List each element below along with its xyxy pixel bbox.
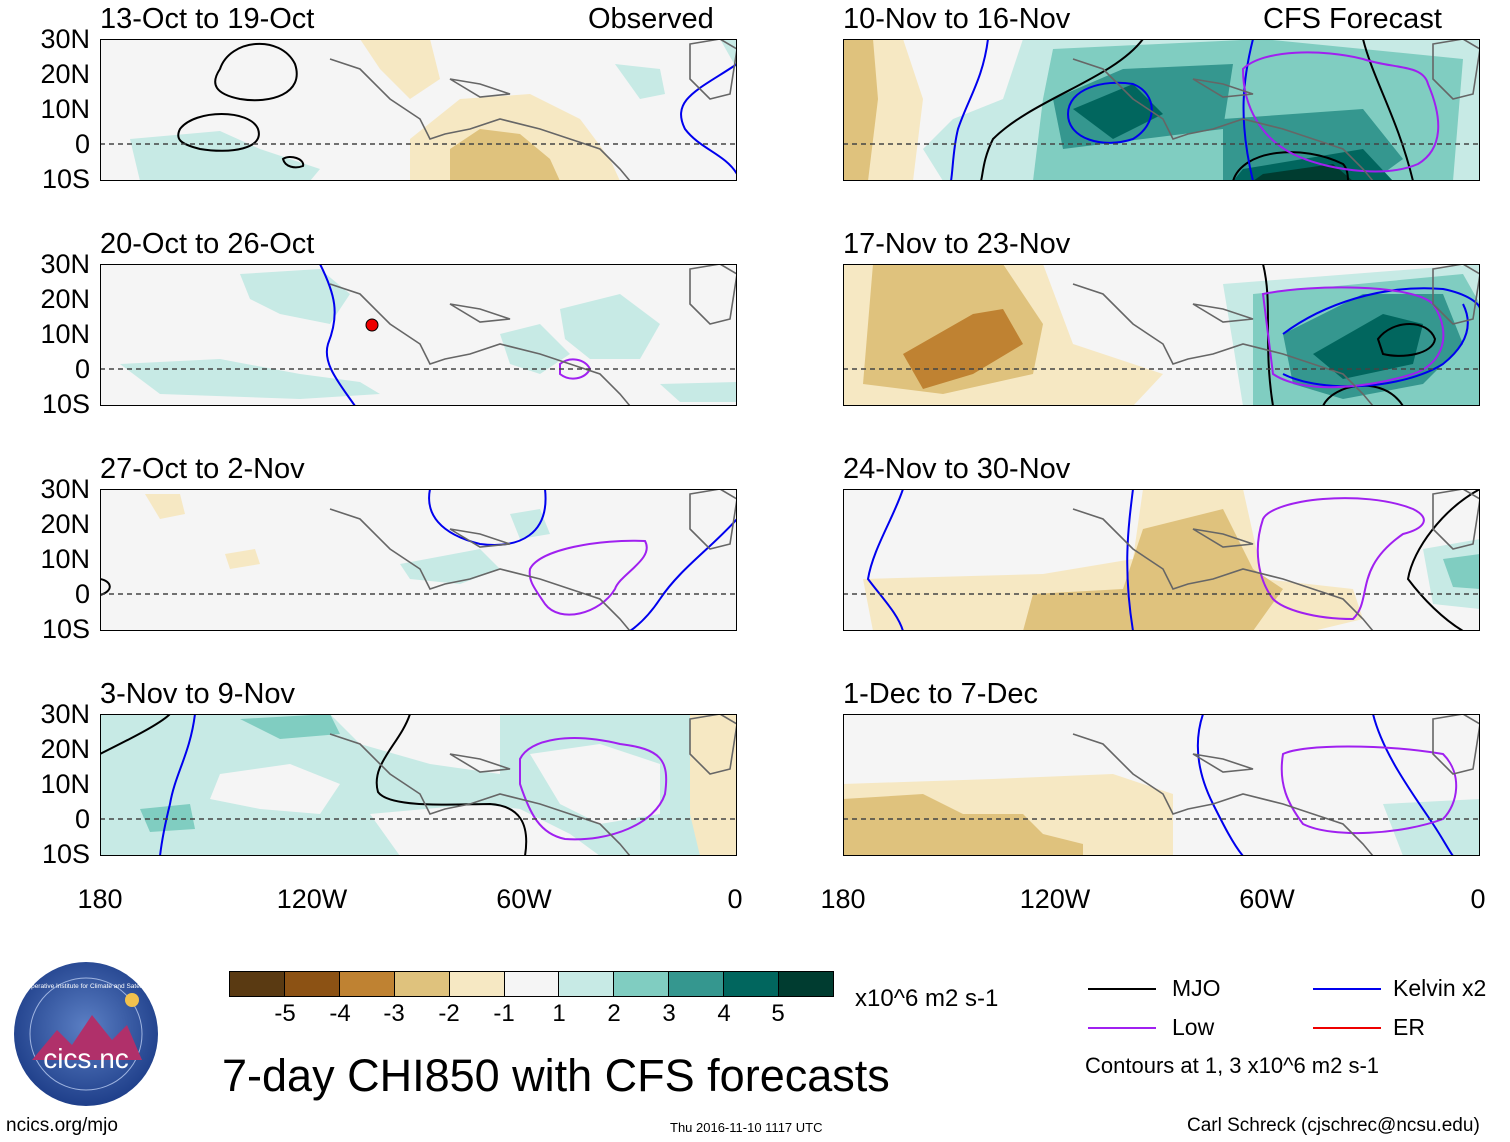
legend-line-kelvin bbox=[1313, 988, 1381, 990]
colorbar-tick: -5 bbox=[274, 1000, 296, 1027]
lat-label: 30N bbox=[40, 699, 90, 729]
lon-label: 120W bbox=[276, 884, 348, 914]
colorbar-swatch bbox=[449, 972, 505, 996]
lat-label: 0 bbox=[74, 804, 90, 834]
main-title: 7-day CHI850 with CFS forecasts bbox=[222, 1050, 890, 1101]
panel-title-l1: 13-Oct to 19-Oct bbox=[100, 3, 315, 35]
panel-title-l3: 27-Oct to 2-Nov bbox=[100, 453, 305, 485]
lat-label: 10S bbox=[41, 839, 90, 869]
colorbar-swatch bbox=[724, 972, 780, 996]
panel-title-l4: 3-Nov to 9-Nov bbox=[100, 678, 296, 710]
lat-label: 0 bbox=[74, 354, 90, 384]
panel-title-r1: 10-Nov to 16-Nov bbox=[843, 3, 1071, 35]
lat-label: 20N bbox=[40, 509, 90, 539]
lon-label: 180 bbox=[820, 884, 866, 914]
map-panel-r4 bbox=[843, 714, 1480, 856]
legend-label-er: ER bbox=[1393, 1014, 1425, 1040]
timestamp: Thu 2016-11-10 1117 UTC bbox=[670, 1120, 823, 1135]
colorbar-swatch bbox=[614, 972, 670, 996]
panel-title-r3: 24-Nov to 30-Nov bbox=[843, 453, 1071, 485]
lat-label: 20N bbox=[40, 284, 90, 314]
colorbar-tick: -1 bbox=[493, 1000, 515, 1027]
map-panel-l4 bbox=[100, 714, 737, 856]
colorbar-swatch bbox=[394, 972, 450, 996]
colorbar-swatch bbox=[779, 972, 833, 996]
lat-label: 30N bbox=[40, 474, 90, 504]
lat-label: 10S bbox=[41, 389, 90, 419]
logo-text: cics.nc bbox=[43, 1043, 129, 1074]
lon-label: 180 bbox=[77, 884, 123, 914]
lat-label: 30N bbox=[40, 24, 90, 54]
colorbar-tick: 3 bbox=[662, 1000, 676, 1027]
map-panel-r1 bbox=[843, 39, 1480, 181]
legend-line-er bbox=[1313, 1027, 1381, 1029]
site-url[interactable]: ncics.org/mjo bbox=[6, 1115, 118, 1136]
lat-label: 10N bbox=[40, 94, 90, 124]
colorbar-tick: 5 bbox=[771, 1000, 785, 1027]
lon-label: 0 bbox=[1470, 884, 1486, 914]
map-panel-l1 bbox=[100, 39, 737, 181]
legend-note: Contours at 1, 3 x10^6 m2 s-1 bbox=[1085, 1053, 1380, 1078]
colorbar-swatch bbox=[559, 972, 615, 996]
map-panel-l2 bbox=[100, 264, 737, 406]
colorbar-swatch bbox=[504, 972, 560, 996]
lat-label: 10S bbox=[41, 614, 90, 644]
colorbar-tick: -3 bbox=[383, 1000, 405, 1027]
lat-label: 20N bbox=[40, 734, 90, 764]
colorbar-tick: 1 bbox=[552, 1000, 566, 1027]
legend-label-low: Low bbox=[1172, 1014, 1215, 1040]
colorbar-swatch bbox=[230, 972, 285, 996]
lat-label: 20N bbox=[40, 59, 90, 89]
lat-label: 30N bbox=[40, 249, 90, 279]
legend-label-mjo: MJO bbox=[1172, 975, 1221, 1001]
lon-label: 0 bbox=[727, 884, 743, 914]
forecast-label: CFS Forecast bbox=[1263, 3, 1442, 35]
colorbar-tick: 4 bbox=[717, 1000, 731, 1027]
legend-line-mjo bbox=[1088, 988, 1156, 990]
panel-title-r2: 17-Nov to 23-Nov bbox=[843, 228, 1071, 260]
lat-label: 10N bbox=[40, 769, 90, 799]
panel-title-l2: 20-Oct to 26-Oct bbox=[100, 228, 315, 260]
map-panel-l3 bbox=[100, 489, 737, 631]
colorbar-units: x10^6 m2 s-1 bbox=[855, 985, 999, 1012]
lat-label: 10N bbox=[40, 544, 90, 574]
legend-label-kelvin: Kelvin x2 bbox=[1393, 975, 1487, 1001]
observed-label: Observed bbox=[588, 3, 714, 35]
cics-logo: cics.nc Cooperative Institute for Climat… bbox=[14, 962, 158, 1106]
lat-label: 10S bbox=[41, 164, 90, 194]
colorbar-tick: 2 bbox=[607, 1000, 621, 1027]
colorbar bbox=[229, 971, 834, 997]
lat-label: 0 bbox=[74, 579, 90, 609]
lat-label: 0 bbox=[74, 129, 90, 159]
lon-label: 120W bbox=[1019, 884, 1091, 914]
legend-line-low bbox=[1088, 1027, 1156, 1029]
colorbar-swatch bbox=[669, 972, 725, 996]
colorbar-tick: -2 bbox=[438, 1000, 460, 1027]
map-panel-r3 bbox=[843, 489, 1480, 631]
author-credit: Carl Schreck (cjschrec@ncsu.edu) bbox=[1187, 1115, 1480, 1136]
map-panel-r2 bbox=[843, 264, 1480, 406]
colorbar-swatch bbox=[284, 972, 340, 996]
lat-label: 10N bbox=[40, 319, 90, 349]
lon-label: 60W bbox=[1239, 884, 1295, 914]
lon-label: 60W bbox=[496, 884, 552, 914]
colorbar-swatch bbox=[339, 972, 395, 996]
panel-title-r4: 1-Dec to 7-Dec bbox=[843, 678, 1039, 710]
colorbar-tick: -4 bbox=[329, 1000, 351, 1027]
logo-ring-text: Cooperative Institute for Climate and Sa… bbox=[19, 983, 153, 990]
